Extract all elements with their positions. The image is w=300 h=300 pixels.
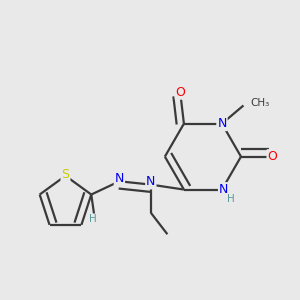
Text: H: H xyxy=(227,194,235,204)
Text: N: N xyxy=(219,183,228,196)
Text: O: O xyxy=(268,150,277,163)
Text: N: N xyxy=(115,172,124,185)
Text: N: N xyxy=(217,117,226,130)
Text: S: S xyxy=(61,168,70,181)
Text: O: O xyxy=(176,86,185,99)
Text: CH₃: CH₃ xyxy=(251,98,270,108)
Text: N: N xyxy=(146,176,155,188)
Text: H: H xyxy=(89,214,97,224)
